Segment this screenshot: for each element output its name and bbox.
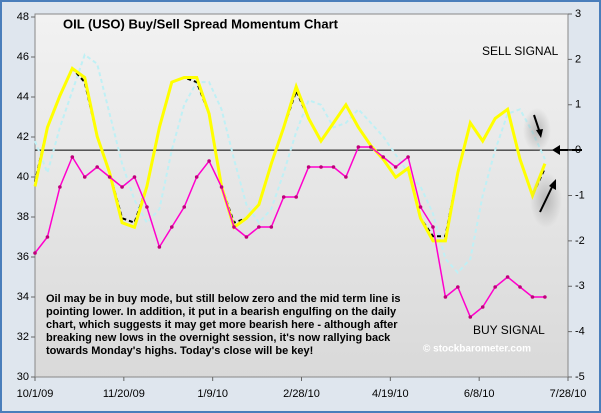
x-tick-label: 10/1/09 xyxy=(17,388,54,400)
point xyxy=(33,251,37,255)
y2-tick-label: -1 xyxy=(575,189,585,201)
point xyxy=(356,145,361,149)
y2-tick-label: 3 xyxy=(575,8,581,20)
y2-tick-label: -3 xyxy=(575,280,585,292)
point xyxy=(431,225,435,229)
series-line xyxy=(33,66,547,243)
plot-area xyxy=(34,13,569,378)
point xyxy=(505,275,510,279)
y-tick-label: 40 xyxy=(17,171,29,183)
y-tick-label: 30 xyxy=(17,371,29,383)
y2-tick-label: 0 xyxy=(575,144,581,156)
y2-tick-label: 2 xyxy=(575,53,581,65)
point xyxy=(294,195,298,199)
series-line xyxy=(34,53,546,275)
point xyxy=(518,285,522,289)
point xyxy=(58,185,62,189)
y-tick-label: 44 xyxy=(17,91,29,103)
point xyxy=(219,185,224,189)
point xyxy=(232,225,236,229)
point xyxy=(381,155,386,159)
chart-title: OIL (USO) Buy/Sell Spread Momentum Chart xyxy=(63,16,339,31)
point xyxy=(132,175,137,179)
point xyxy=(418,205,423,209)
point xyxy=(368,145,373,149)
y2-tick-label: 1 xyxy=(575,99,581,111)
point xyxy=(145,205,149,209)
y2-tick-label: -5 xyxy=(575,371,585,383)
annotation: SELL SIGNAL xyxy=(482,44,559,58)
x-tick-label: 7/28/10 xyxy=(550,388,587,400)
x-tick-label: 1/9/10 xyxy=(197,388,228,400)
point xyxy=(157,245,162,249)
y2-tick-label: -4 xyxy=(575,326,585,338)
x-tick-label: 2/28/10 xyxy=(283,388,320,400)
point xyxy=(480,305,485,309)
point xyxy=(468,315,473,319)
y-tick-label: 38 xyxy=(17,211,29,223)
y-tick-label: 34 xyxy=(17,291,29,303)
point xyxy=(344,175,348,179)
point xyxy=(170,225,174,229)
x-tick-label: 11/20/09 xyxy=(103,388,145,400)
point xyxy=(194,175,199,179)
point xyxy=(207,159,211,163)
point xyxy=(306,165,311,169)
y2-tick-label: -2 xyxy=(575,235,585,247)
point xyxy=(543,295,547,299)
arrow-head xyxy=(536,129,543,138)
point xyxy=(95,165,99,169)
series-line xyxy=(34,146,545,319)
y-tick-label: 48 xyxy=(17,11,29,23)
point xyxy=(120,185,124,189)
y-tick-label: 32 xyxy=(17,331,29,343)
point xyxy=(244,235,249,239)
arrow-head xyxy=(549,179,556,190)
point xyxy=(257,225,261,229)
point xyxy=(443,295,448,299)
point xyxy=(269,225,274,229)
point xyxy=(493,285,497,289)
arrow-head xyxy=(552,145,560,155)
point xyxy=(70,155,75,159)
watermark: © stockbarometer.com xyxy=(423,344,531,355)
point xyxy=(319,165,323,169)
arrow xyxy=(539,184,554,213)
point xyxy=(281,195,286,199)
commentary: Oil may be in buy mode, but still below … xyxy=(46,293,401,357)
point xyxy=(456,285,460,289)
point xyxy=(82,175,87,179)
point xyxy=(182,205,187,209)
y-tick-label: 36 xyxy=(17,251,29,263)
y-tick-label: 46 xyxy=(17,51,29,63)
point xyxy=(45,235,50,239)
point xyxy=(393,165,398,169)
point xyxy=(107,175,112,179)
point xyxy=(331,165,336,169)
annotation: BUY SIGNAL xyxy=(473,323,545,337)
x-tick-label: 4/19/10 xyxy=(372,388,409,400)
x-tick-label: 6/8/10 xyxy=(464,388,495,400)
y-tick-label: 42 xyxy=(17,131,29,143)
point xyxy=(530,295,535,299)
point xyxy=(406,155,410,159)
